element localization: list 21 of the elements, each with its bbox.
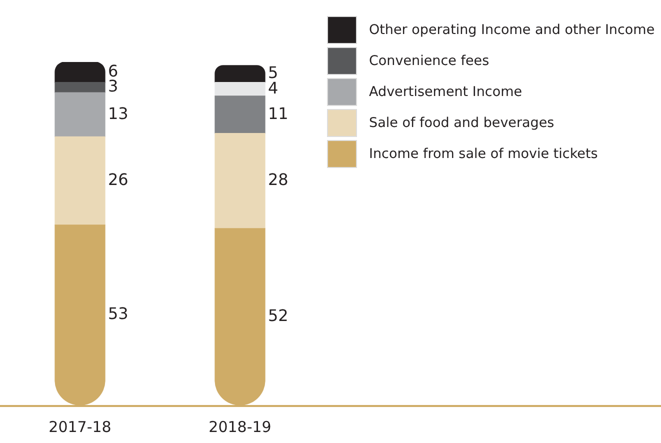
x-tick-label: 2017-18 (48, 418, 112, 436)
data-label: 53 (108, 304, 128, 324)
bar (214, 82, 266, 96)
x-tick-label: 2018-19 (208, 418, 272, 436)
legend-label: Advertisement Income (369, 84, 522, 100)
bar (54, 82, 106, 93)
legend-label: Sale of food and beverages (369, 114, 554, 130)
data-label: 52 (268, 306, 288, 325)
legend-label: Convenience fees (369, 52, 490, 68)
legend-label: Other operating Income and other Income (369, 22, 655, 38)
bar (54, 62, 106, 83)
data-label: 28 (268, 170, 288, 190)
data-label: 26 (108, 170, 128, 190)
data-label: 11 (268, 104, 288, 123)
data-label: 13 (108, 104, 128, 123)
bar (54, 92, 106, 138)
bar (214, 96, 266, 134)
bar (54, 136, 106, 226)
bar (214, 65, 266, 83)
legend-label: Income from sale of movie tickets (369, 146, 598, 162)
bar (214, 132, 266, 229)
